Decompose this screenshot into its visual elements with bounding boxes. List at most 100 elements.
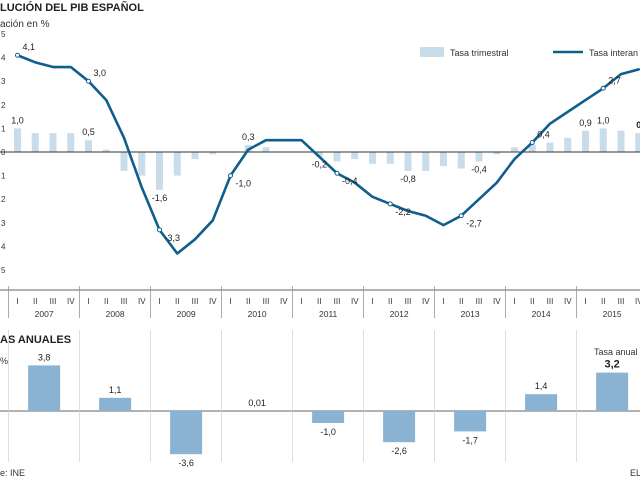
quarter-label: II — [104, 297, 108, 306]
annual-bar — [99, 397, 132, 411]
annual-bar — [28, 365, 61, 411]
quarterly-bar — [457, 152, 465, 169]
line-data-label: 3,0 — [94, 68, 107, 78]
y-tick-label: 4 — [1, 54, 6, 63]
bar-data-label: -0,2 — [311, 160, 327, 170]
bar-data-label: -0,8 — [400, 174, 416, 184]
quarter-label: II — [601, 297, 605, 306]
y-tick-label: 1 — [1, 124, 6, 133]
annual-value-label: -1,0 — [320, 427, 336, 437]
bar-data-label: -0,4 — [471, 164, 487, 174]
quarter-label: I — [371, 297, 373, 306]
annual-bar — [525, 394, 558, 411]
quarter-label: IV — [422, 297, 430, 306]
line-data-label: -2,2 — [395, 207, 411, 217]
quarter-label: II — [388, 297, 392, 306]
quarterly-bar — [369, 152, 376, 164]
y-tick-label: 5 — [1, 30, 6, 39]
year-label: 2012 — [390, 309, 409, 319]
y-tick-label: 2 — [1, 101, 6, 110]
annual-bar — [383, 411, 416, 443]
quarterly-bar — [528, 144, 536, 152]
quarter-label: IV — [138, 297, 146, 306]
quarter-label: II — [530, 297, 534, 306]
quarterly-bar — [102, 149, 110, 152]
quarter-label: IV — [67, 297, 75, 306]
annual-bar — [596, 372, 629, 411]
line-point-marker — [458, 213, 464, 219]
line-point-marker — [86, 78, 91, 84]
annual-value-label: 3,2 — [604, 359, 619, 371]
line-data-label: -3,3 — [165, 233, 181, 243]
year-label: 2015 — [603, 309, 622, 319]
quarter-label: IV — [564, 297, 572, 306]
quarter-label: III — [547, 297, 554, 306]
quarterly-bar — [333, 152, 341, 162]
quarterly-bar — [599, 128, 607, 152]
year-label: 2010 — [248, 309, 267, 319]
quarterly-bar — [564, 137, 572, 152]
y-tick-label: 2 — [1, 195, 6, 204]
quarter-label: I — [16, 297, 18, 306]
quarterly-bar — [440, 152, 447, 167]
quarter-label: IV — [351, 297, 359, 306]
quarter-label: IV — [493, 297, 501, 306]
quarter-label: III — [263, 297, 270, 306]
quarterly-bar — [31, 133, 39, 152]
quarterly-bar — [67, 133, 75, 152]
quarterly-bar — [422, 152, 430, 171]
y-tick-label: 4 — [1, 242, 6, 251]
annual-value-label: -2,6 — [391, 446, 407, 456]
year-label: 2013 — [461, 309, 480, 319]
quarterly-bar — [493, 152, 501, 155]
bar-data-label: -1,6 — [152, 193, 168, 203]
year-label: 2011 — [319, 309, 338, 319]
quarterly-bar — [120, 152, 128, 171]
line-point-marker — [157, 227, 162, 233]
quarterly-bar — [635, 133, 640, 152]
legend-quarterly-swatch — [420, 47, 444, 57]
quarter-label: I — [442, 297, 444, 306]
bar-data-label: 1,0 — [597, 115, 610, 125]
bar-data-label: 1,0 — [11, 115, 24, 125]
line-data-label: 0,4 — [537, 130, 550, 140]
line-point-marker — [529, 140, 535, 146]
annual-bar — [454, 411, 487, 432]
quarterly-bar — [386, 152, 394, 164]
quarter-label: III — [476, 297, 483, 306]
quarterly-bar — [582, 130, 589, 152]
credit-note: EL — [630, 468, 640, 478]
line-point-marker — [387, 201, 393, 207]
year-label: 2007 — [35, 309, 54, 319]
quarter-label: IV — [209, 297, 217, 306]
year-label: 2014 — [532, 309, 551, 319]
quarterly-bar — [14, 128, 21, 152]
line-point-marker — [228, 173, 233, 179]
quarterly-bar — [315, 152, 323, 157]
quarter-label: II — [459, 297, 463, 306]
quarterly-bar — [49, 133, 57, 152]
quarter-label: I — [300, 297, 302, 306]
quarter-label: II — [175, 297, 179, 306]
chart-title: LUCIÓN DEL PIB ESPAÑOL — [0, 1, 144, 14]
quarterly-bar — [85, 140, 92, 152]
annual-value-label: -3,6 — [178, 458, 194, 468]
quarter-label: III — [334, 297, 341, 306]
bar-data-label: 0,5 — [82, 127, 95, 137]
quarter-label: I — [584, 297, 586, 306]
year-label: 2009 — [177, 309, 196, 319]
quarter-label: III — [192, 297, 199, 306]
annual-bar — [170, 411, 203, 455]
legend-quarterly-label: Tasa trimestral — [450, 48, 509, 58]
annual-rate-line — [16, 53, 640, 255]
quarter-label: III — [121, 297, 128, 306]
line-point-marker — [334, 170, 340, 176]
line-data-label: 4,1 — [23, 42, 36, 52]
line-data-label: -0,4 — [342, 176, 358, 186]
quarterly-bar — [156, 152, 163, 190]
quarterly-bar — [138, 152, 146, 176]
quarterly-bar — [617, 130, 625, 152]
quarter-label: II — [33, 297, 37, 306]
quarter-label: III — [405, 297, 412, 306]
